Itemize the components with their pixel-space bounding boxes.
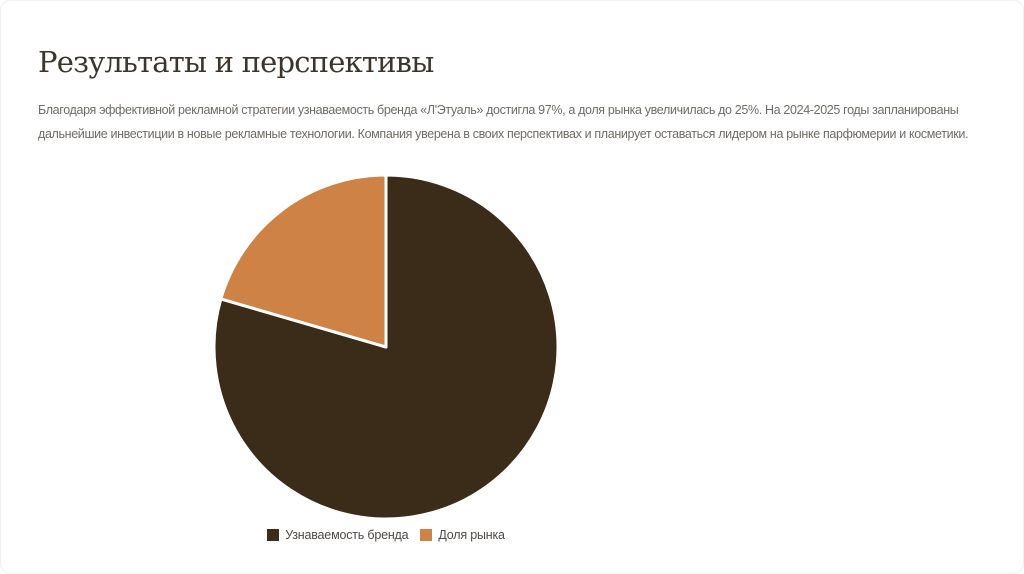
legend-swatch-brand-awareness	[267, 529, 280, 541]
legend-item-brand-awareness: Узнаваемость бренда	[267, 528, 409, 542]
slide-title: Результаты и перспективы	[38, 45, 434, 80]
pie-chart	[212, 173, 560, 521]
pie-slice-1	[219, 173, 388, 349]
legend-label-brand-awareness: Узнаваемость бренда	[285, 528, 409, 542]
chart-legend: Узнаваемость бренда Доля рынка	[206, 528, 566, 542]
legend-swatch-market-share	[420, 529, 433, 541]
pie-chart-area	[206, 167, 566, 527]
slide-body-text: Благодаря эффективной рекламной стратеги…	[38, 102, 969, 141]
legend-item-market-share: Доля рынка	[420, 528, 505, 542]
legend-label-market-share: Доля рынка	[438, 528, 505, 542]
